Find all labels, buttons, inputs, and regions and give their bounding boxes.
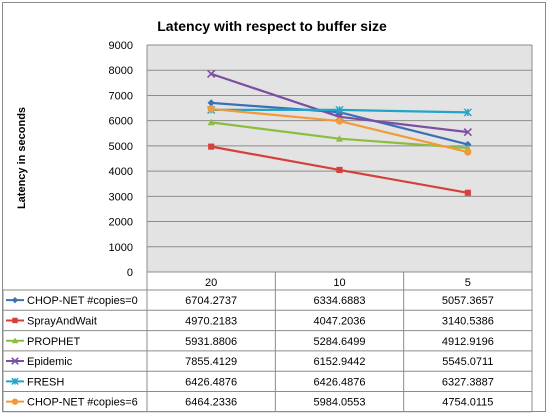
data-point	[336, 166, 343, 173]
y-tick-label: 2000	[109, 217, 133, 229]
legend-key-marker	[11, 398, 19, 405]
table-value-cell: 3140.5386	[442, 315, 494, 327]
table-value-cell: 6334.6883	[314, 295, 366, 307]
data-point	[464, 140, 472, 149]
table-value-cell: 7855.4129	[185, 356, 237, 368]
data-point	[464, 148, 472, 156]
table-value-cell: 6426.4876	[314, 376, 366, 388]
table-value-cell: 5545.0711	[442, 356, 493, 368]
data-point	[208, 143, 215, 150]
data-point	[464, 189, 471, 196]
x-category-label: 10	[333, 277, 345, 289]
y-tick-label: 0	[127, 267, 133, 279]
table-value-cell: 6704.2737	[185, 295, 237, 307]
legend-key-marker	[11, 377, 19, 386]
legend-key-marker	[12, 317, 18, 324]
table-value-cell: 4912.9196	[442, 336, 494, 348]
data-point	[463, 127, 472, 137]
x-category-label: 20	[205, 277, 217, 289]
y-tick-label: 5000	[109, 141, 133, 153]
table-value-cell: 5284.6499	[314, 336, 366, 348]
table-value-cell: 6464.2336	[185, 397, 237, 409]
legend-series-name: CHOP-NET #copies=0	[27, 295, 138, 307]
table-value-cell: 5057.3657	[442, 295, 494, 307]
legend-key-marker	[11, 337, 19, 344]
data-point	[335, 105, 344, 115]
data-point	[207, 69, 216, 79]
data-point	[207, 118, 215, 126]
legend-key-marker	[11, 296, 19, 304]
data-point	[335, 117, 344, 125]
x-category-label: 5	[465, 277, 471, 289]
legend-key-marker	[11, 357, 19, 365]
data-point	[207, 105, 215, 113]
table-value-cell: 4970.2183	[185, 315, 237, 327]
y-tick-label: 3000	[109, 191, 133, 203]
data-point	[463, 108, 472, 117]
plot-area	[147, 45, 532, 272]
table-value-cell: 4047.2036	[314, 315, 366, 327]
y-tick-label: 9000	[109, 40, 133, 52]
y-tick-label: 4000	[109, 166, 133, 178]
legend-series-name: Epidemic	[27, 356, 73, 368]
legend-series-name: CHOP-NET #copies=6	[27, 397, 138, 409]
y-tick-label: 6000	[109, 116, 133, 128]
table-value-cell: 6152.9442	[314, 356, 366, 368]
legend-series-name: SprayAndWait	[27, 315, 97, 327]
chart-title: Latency with respect to buffer size	[157, 18, 387, 34]
y-axis-label: Latency in seconds	[16, 107, 28, 209]
legend-series-name: FRESH	[27, 376, 64, 388]
table-value-cell: 5984.0553	[314, 397, 366, 409]
table-value-cell: 4754.0115	[442, 397, 493, 409]
table-value-cell: 6426.4876	[185, 376, 237, 388]
table-value-cell: 5931.8806	[185, 336, 237, 348]
table-value-cell: 6327.3887	[442, 376, 494, 388]
legend-series-name: PROPHET	[27, 336, 80, 348]
y-tick-label: 8000	[109, 65, 133, 77]
data-point	[335, 135, 344, 142]
data-point	[207, 99, 215, 107]
y-tick-label: 7000	[109, 90, 133, 102]
y-tick-label: 1000	[109, 242, 133, 254]
